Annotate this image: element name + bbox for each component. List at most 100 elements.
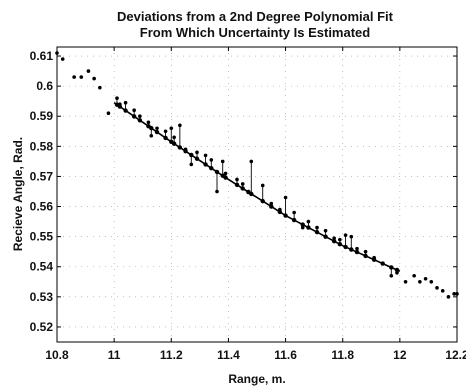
- x-tick-label: 11.6: [274, 348, 297, 362]
- data-point: [240, 182, 245, 186]
- x-tick-label: 10.8: [45, 348, 69, 362]
- y-tick-label: 0.52: [30, 320, 54, 334]
- data-point: [172, 135, 176, 140]
- data-point: [60, 57, 65, 61]
- data-point: [389, 273, 394, 278]
- chart-title-line-1: Deviations from a 2nd Degree Polynomial …: [117, 9, 394, 24]
- data-point: [452, 292, 456, 296]
- data-point: [203, 153, 208, 158]
- data-point: [435, 286, 439, 290]
- data-point: [195, 150, 199, 155]
- fit-point: [306, 225, 311, 230]
- fit-point: [209, 165, 214, 171]
- data-point: [223, 171, 228, 176]
- fit-point: [349, 247, 354, 252]
- data-point: [123, 100, 128, 105]
- data-point: [315, 225, 319, 230]
- data-point: [403, 279, 408, 284]
- data-point: [306, 219, 311, 224]
- data-point: [446, 295, 451, 299]
- data-point: [183, 147, 188, 152]
- data-point: [300, 225, 305, 230]
- x-tick-label: 11: [108, 348, 121, 362]
- data-point: [138, 114, 142, 119]
- data-point: [372, 255, 376, 260]
- fit-point: [314, 229, 320, 235]
- y-tick-label: 0.57: [30, 169, 54, 183]
- fit-point: [154, 129, 160, 135]
- data-point: [278, 207, 282, 212]
- fit-point: [223, 175, 228, 180]
- fit-point: [354, 249, 360, 255]
- data-point: [338, 237, 342, 242]
- x-axis-ticks: 10.8 11 11.2 11.4 11.6 11.8 12 12.2: [45, 47, 466, 362]
- y-axis-ticks: 0.52 0.53 0.54 0.55 0.56 0.57 0.58 0.59 0.6 0.61: [30, 49, 457, 334]
- x-tick-label: 11.2: [160, 348, 183, 362]
- data-point: [323, 228, 328, 233]
- data-point: [98, 85, 102, 90]
- fit-point: [240, 186, 245, 191]
- fit-point: [171, 141, 177, 146]
- data-point: [189, 162, 194, 167]
- x-tick-label: 12.2: [445, 348, 466, 362]
- fit-point: [269, 204, 274, 209]
- data-point: [283, 195, 288, 200]
- x-tick-label: 11.8: [331, 348, 354, 362]
- data-point: [343, 233, 348, 237]
- data-point: [149, 134, 154, 138]
- data-point: [355, 246, 359, 251]
- data-point: [118, 102, 122, 106]
- fit-point: [203, 162, 208, 167]
- fit-point: [337, 241, 343, 247]
- data-point: [455, 292, 459, 296]
- x-tick-label: 12: [393, 348, 407, 362]
- data-series: [55, 51, 459, 299]
- data-point: [395, 270, 399, 275]
- data-point: [115, 96, 119, 100]
- y-tick-label: 0.56: [30, 200, 54, 214]
- data-point: [155, 126, 159, 131]
- y-tick-label: 0.55: [30, 230, 54, 244]
- data-point: [178, 123, 182, 128]
- data-point: [332, 236, 336, 240]
- data-point: [79, 75, 84, 79]
- y-tick-label: 0.59: [30, 109, 54, 123]
- fit-point: [234, 182, 240, 188]
- chart-title-line-2: From Which Uncertainty Is Estimated: [140, 25, 370, 40]
- data-point: [412, 273, 416, 278]
- fit-point: [394, 267, 400, 273]
- data-point: [418, 279, 422, 284]
- data-point: [440, 289, 445, 293]
- fit-point: [249, 191, 254, 197]
- y-tick-label: 0.6: [36, 79, 53, 93]
- fit-point: [177, 145, 183, 150]
- data-point: [429, 279, 434, 284]
- y-tick-label: 0.53: [30, 290, 54, 304]
- data-point: [215, 189, 219, 194]
- fit-point: [163, 135, 168, 141]
- fit-point: [283, 213, 288, 218]
- fit-point: [323, 234, 328, 239]
- fit-point: [137, 118, 143, 123]
- fit-point: [300, 222, 305, 227]
- data-point: [380, 261, 385, 266]
- data-point: [163, 129, 168, 134]
- data-point: [86, 69, 91, 73]
- data-point: [292, 210, 296, 215]
- data-point: [363, 249, 368, 254]
- y-tick-label: 0.58: [30, 139, 54, 153]
- fit-point: [389, 265, 394, 270]
- fit-point: [194, 156, 200, 161]
- fit-point: [214, 169, 220, 175]
- data-point: [92, 76, 96, 81]
- fit-point: [123, 108, 128, 113]
- fit-point: [260, 198, 265, 204]
- data-point: [349, 234, 354, 239]
- data-point: [169, 126, 174, 131]
- y-tick-label: 0.54: [30, 260, 54, 274]
- data-point: [72, 75, 76, 79]
- fit-point: [291, 217, 297, 223]
- data-point: [146, 120, 151, 125]
- y-tick-label: 0.61: [30, 49, 54, 63]
